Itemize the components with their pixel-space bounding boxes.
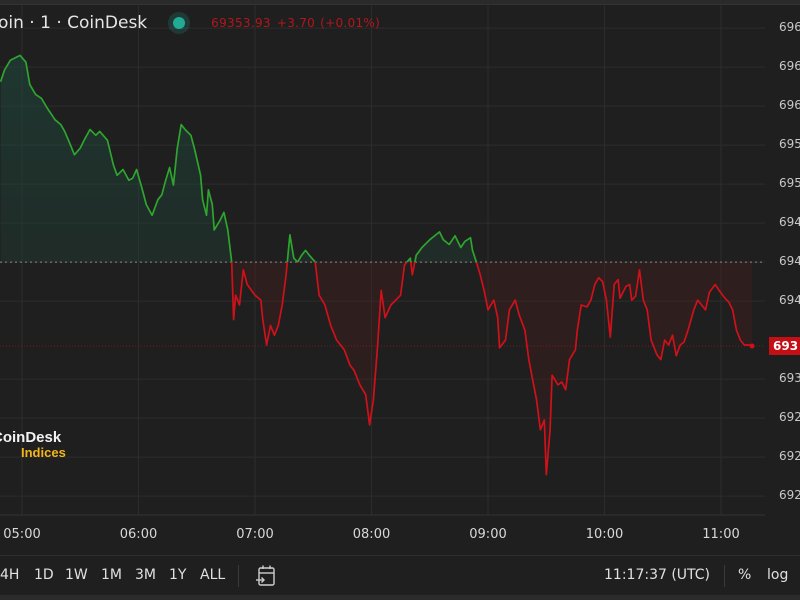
price-tick-label: 692 bbox=[779, 488, 800, 503]
area-fill-above-baseline bbox=[0, 55, 477, 263]
price-tick-label: 692 bbox=[779, 449, 800, 464]
price-tick-label: 695 bbox=[779, 176, 800, 191]
time-tick-label: 10:00 bbox=[585, 527, 624, 542]
price-change-percent: (+0.01%) bbox=[320, 16, 381, 30]
time-tick-label: 08:00 bbox=[352, 527, 391, 542]
range-4h-button[interactable]: 4H bbox=[0, 567, 20, 583]
divider bbox=[238, 565, 239, 587]
price-tick-label: 694 bbox=[779, 215, 800, 230]
area-fill-below-baseline bbox=[0, 262, 753, 475]
price-tick-label: 696 bbox=[779, 59, 800, 74]
bottom-border bbox=[0, 595, 800, 600]
range-1y-button[interactable]: 1Y bbox=[169, 567, 187, 583]
range-1w-button[interactable]: 1W bbox=[65, 567, 88, 583]
price-tick-label: 696 bbox=[779, 20, 800, 35]
range-3m-button[interactable]: 3M bbox=[135, 567, 156, 583]
time-tick-label: 11:00 bbox=[702, 527, 740, 542]
percent-scale-toggle[interactable]: % bbox=[738, 567, 752, 583]
price-line-up bbox=[0, 54, 478, 263]
chart-header: oin · 1 · CoinDesk 69353.93 +3.70 (+0.01… bbox=[0, 8, 380, 38]
price-tick-label: 692 bbox=[779, 410, 800, 425]
logo-text: CoinDesk bbox=[0, 429, 62, 446]
price-tick-label: 693 bbox=[779, 371, 800, 386]
coindesk-indices-logo: CoinDesk Indices bbox=[0, 430, 66, 460]
time-tick-label: 07:00 bbox=[236, 527, 274, 542]
utc-clock[interactable]: 11:17:37 (UTC) bbox=[604, 567, 711, 583]
current-price-badge: 693 bbox=[769, 337, 800, 355]
log-scale-toggle[interactable]: log bbox=[767, 567, 789, 583]
range-1d-button[interactable]: 1D bbox=[34, 567, 54, 583]
price-line-down bbox=[230, 262, 753, 476]
range-1m-button[interactable]: 1M bbox=[101, 567, 122, 583]
time-tick-label: 06:00 bbox=[119, 527, 158, 542]
last-price-point bbox=[749, 343, 755, 349]
last-price: 69353.93 bbox=[211, 16, 271, 30]
bottom-toolbar: 4H 1D 1W 1M 3M 1Y ALL 11:17:37 (UTC) % l… bbox=[0, 555, 800, 596]
time-tick-label: 09:00 bbox=[469, 527, 507, 542]
market-status-dot-icon bbox=[173, 17, 186, 29]
range-all-button[interactable]: ALL bbox=[200, 567, 226, 583]
top-border bbox=[0, 0, 800, 5]
price-tick-label: 694 bbox=[779, 254, 800, 269]
divider bbox=[724, 565, 725, 587]
price-tick-label: 696 bbox=[779, 98, 800, 113]
symbol-title[interactable]: oin · 1 · CoinDesk bbox=[0, 13, 148, 33]
price-tick-label: 694 bbox=[779, 293, 800, 308]
price-series bbox=[0, 54, 765, 476]
calendar-goto-icon[interactable] bbox=[255, 564, 277, 592]
price-tick-label: 695 bbox=[779, 137, 800, 152]
time-tick-label: 05:00 bbox=[3, 527, 41, 542]
price-change: +3.70 bbox=[276, 16, 316, 30]
logo-subtext: Indices bbox=[21, 445, 66, 460]
grid-lines bbox=[0, 0, 765, 516]
